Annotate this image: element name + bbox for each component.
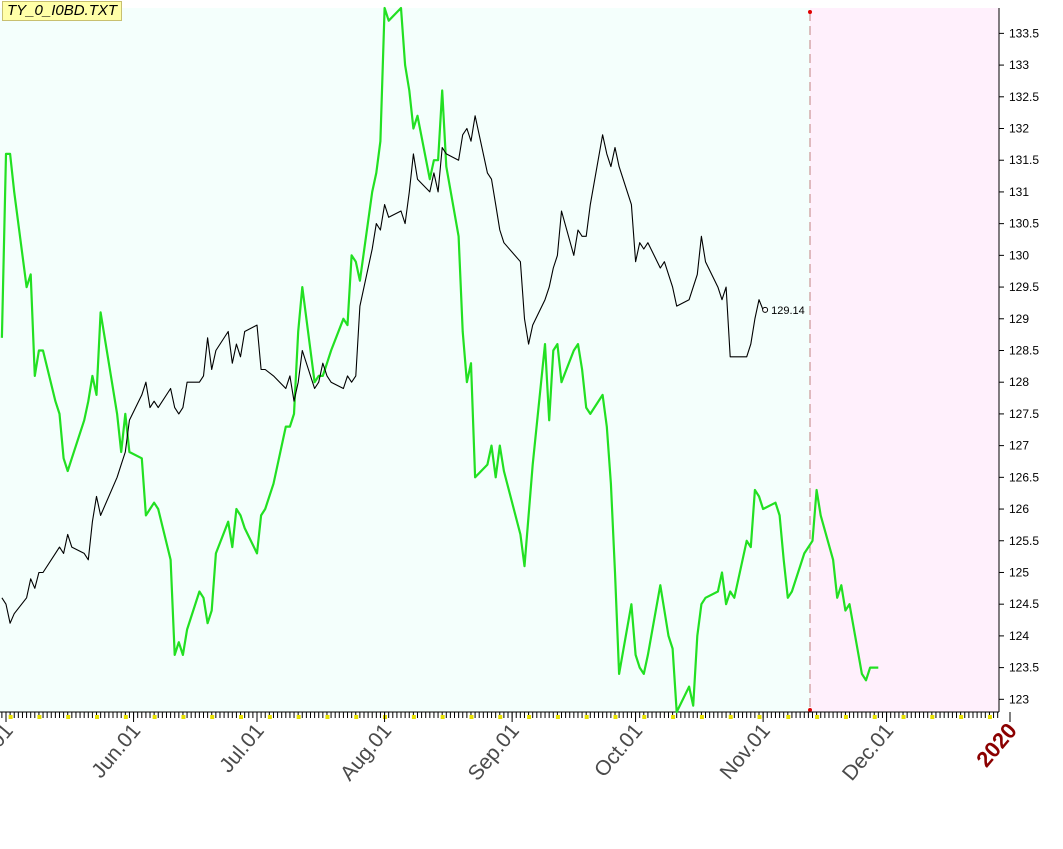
x-axis: May.01 Jun.01 Jul.01 Aug.01 Sep.01 Oct.01 Nov.… [0,711,1022,786]
x-tick-marker [786,715,791,719]
x-tick-marker [843,715,848,719]
y-tick-label: 131 [1009,185,1029,199]
x-tick-marker [296,715,301,719]
x-tick-marker [987,715,992,719]
x-tick-label: Aug.01 [336,719,396,785]
y-tick-label: 123.5 [1009,661,1039,675]
forecast-marker-bottom [808,708,812,712]
x-tick-marker [699,715,704,719]
y-tick-label: 130 [1009,248,1029,262]
price-line [1,115,764,624]
y-tick-label: 128.5 [1009,343,1039,357]
x-tick-marker [123,715,128,719]
x-tick-marker [584,715,589,719]
x-tick-marker [872,715,877,719]
last-value-marker [762,306,769,313]
last-value-label: 129.14 [771,305,805,317]
x-tick-label: Oct.01 [590,719,647,781]
x-tick-marker [613,715,618,719]
x-tick-marker [642,715,647,719]
x-tick-label: Dec.01 [838,719,898,785]
annotation-layer: 129.14 [762,305,805,317]
y-tick-label: 130.5 [1009,217,1039,231]
y-tick-label: 124.5 [1009,597,1039,611]
forecast-marker-top [808,10,812,14]
x-tick-label: May.01 [0,719,18,785]
x-tick-marker [440,715,445,719]
x-tick-marker [728,715,733,719]
y-axis: 123 123.5 124 124.5 125 125.5 126 126.5 127 127.5… [998,8,1039,712]
y-tick-label: 125 [1009,565,1029,579]
y-tick-label: 128 [1009,375,1029,389]
y-tick-label: 126 [1009,502,1029,516]
x-tick-marker [671,715,676,719]
forecast-region [810,8,999,712]
y-tick-label: 132.5 [1009,90,1039,104]
x-tick-marker [469,715,474,719]
chart-title: TY_0_I0BD.TXT [2,1,123,21]
x-tick-marker [152,715,157,719]
x-tick-marker [8,715,13,719]
x-tick-marker [498,715,503,719]
history-region [0,8,810,712]
x-tick-marker [181,715,186,719]
x-tick-marker [411,715,416,719]
x-tick-marker [37,715,42,719]
y-tick-label: 123 [1009,692,1029,706]
y-tick-label: 131.5 [1009,153,1039,167]
y-tick-label: 129.5 [1009,280,1039,294]
x-tick-label: Sep.01 [464,719,524,785]
x-tick-marker [901,715,906,719]
x-tick-marker [210,715,215,719]
y-tick-label: 129 [1009,312,1029,326]
x-tick-marker [239,715,244,719]
x-tick-marker [267,715,272,719]
x-tick-marker [354,715,359,719]
y-tick-label: 133.5 [1009,26,1039,40]
x-tick-marker [325,715,330,719]
x-tick-marker [757,715,762,719]
x-tick-label: Jul.01 [215,719,269,777]
y-tick-label: 127 [1009,439,1029,453]
x-tick-label: Jun.01 [87,719,145,782]
x-tick-marker [95,715,100,719]
x-tick-marker [930,715,935,719]
y-tick-label: 124 [1009,629,1029,643]
x-tick-marker [66,715,71,719]
y-tick-label: 133 [1009,58,1029,72]
y-tick-label: 126.5 [1009,470,1039,484]
x-tick-label: Nov.01 [716,719,775,784]
y-tick-label: 125.5 [1009,534,1039,548]
projection-line [0,6,879,714]
x-tick-marker [815,715,820,719]
y-tick-label: 127.5 [1009,407,1039,421]
x-tick-marker [555,715,560,719]
y-tick-label: 132 [1009,122,1029,136]
x-tick-marker [959,715,964,719]
chart-background [0,8,999,712]
x-tick-label: 2020 [971,718,1022,772]
series-layer [0,6,879,714]
x-tick-marker [527,715,532,719]
